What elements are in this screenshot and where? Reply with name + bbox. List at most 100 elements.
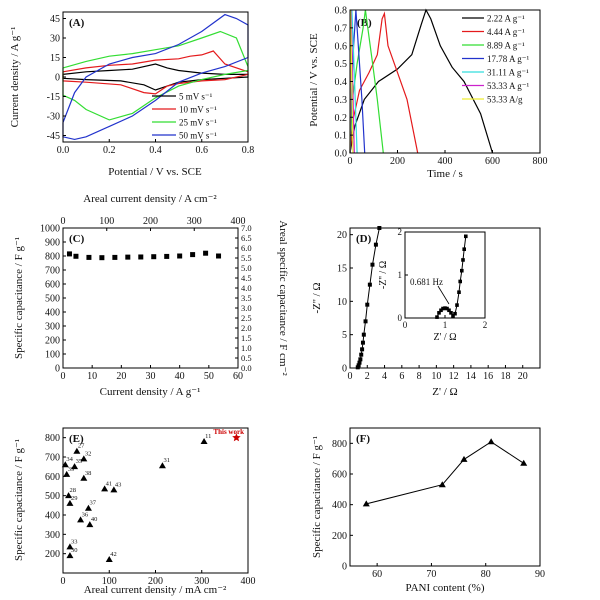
y-tick-label: 800: [45, 252, 60, 263]
y-tick-label: 1: [398, 270, 403, 280]
x-tick-label: 400: [241, 576, 256, 587]
y2-tick-label: 5.5: [241, 253, 252, 263]
x-tick-label: 60: [372, 569, 382, 580]
y2-tick-label: 3.5: [241, 293, 252, 303]
y-tick-label: 600: [332, 470, 347, 481]
panel-a-xlabel: Potential / V vs. SCE: [108, 166, 202, 178]
panel-f-frame: [349, 427, 541, 567]
y-tick-label: 0.7: [335, 23, 348, 34]
this-work-star: [232, 433, 241, 442]
y-tick-label: 20: [337, 230, 347, 241]
y-tick-label: 300: [45, 322, 60, 333]
x-tick-label: 70: [426, 569, 436, 580]
reference-point: [77, 516, 85, 523]
cv-curve: [62, 30, 249, 121]
reference-point: [101, 485, 109, 492]
nyquist-point: [361, 332, 366, 337]
y2-tick-label: 6.0: [241, 243, 252, 253]
x-tick-label: 2: [365, 371, 370, 382]
pani-point: [520, 459, 528, 466]
y2-tick-label: 0.5: [241, 353, 252, 363]
y-tick-label: 1000: [40, 224, 60, 235]
nyquist-point: [358, 357, 363, 362]
legend-label: 10 mV s⁻¹: [179, 105, 217, 115]
inset-point: [457, 290, 461, 294]
y-tick-label: 900: [45, 238, 60, 249]
x-tick-label: 20: [518, 371, 528, 382]
reference-point: [80, 455, 88, 462]
panel-c-frame: [62, 227, 239, 369]
panel-e-xlabel: Areal current density / mA cm⁻²: [84, 584, 227, 596]
reference-point: [80, 474, 88, 481]
inset-background: [405, 232, 485, 318]
y-tick-label: 45: [50, 14, 60, 25]
capacitance-point: [73, 253, 79, 259]
y2-tick-label: 5.0: [241, 263, 252, 273]
panel-c-tag: (C): [69, 233, 85, 245]
x-tick-label: 12: [449, 371, 459, 382]
legend-label: 8.89 A g⁻¹: [487, 41, 525, 51]
y2-tick-label: 4.0: [241, 283, 252, 293]
y-tick-label: 400: [332, 500, 347, 511]
y-tick-label: 0: [342, 562, 347, 573]
reference-label: 36: [82, 511, 89, 518]
reference-label: 35: [76, 458, 83, 465]
reference-point: [86, 521, 94, 528]
x-tick-label: 50: [204, 371, 214, 382]
nyquist-point: [373, 242, 378, 247]
nyquist-point: [363, 319, 368, 324]
panel-a-series-group: [62, 13, 249, 141]
pani-line: [366, 441, 524, 505]
x2-tick-label: 300: [187, 216, 202, 227]
capacitance-point: [151, 254, 157, 260]
x-tick-label: 8: [417, 371, 422, 382]
y-tick-label: -45: [47, 131, 60, 142]
reference-label: 11: [205, 433, 211, 440]
y-tick-label: 0.0: [335, 149, 348, 160]
y-tick-label: 0: [398, 313, 403, 323]
reference-label: 41: [106, 480, 113, 487]
panel-c-marks: [66, 250, 222, 261]
panel-a-axes: 0.0 0.2 0.4 0.6 0.8 -45 -30 -15 0 15 30 45: [47, 14, 255, 156]
x-tick-label: 0.4: [149, 145, 162, 156]
panel-b-xlabel: Time / s: [427, 168, 463, 180]
capacitance-point: [86, 254, 92, 260]
nyquist-point: [359, 352, 364, 357]
y-tick-label: 400: [45, 511, 60, 522]
x-tick-label: 100: [102, 576, 117, 587]
inset-point: [435, 315, 439, 319]
x-tick-label: 0: [348, 371, 353, 382]
y-tick-label: 10: [337, 297, 347, 308]
y-tick-label: 800: [45, 433, 60, 444]
reference-point: [158, 462, 166, 469]
reference-point: [65, 492, 73, 499]
legend-label: 25 mV s⁻¹: [179, 118, 217, 128]
legend-label: 4.44 A g⁻¹: [487, 27, 525, 37]
y-tick-label: 600: [45, 472, 60, 483]
reference-label: 38: [85, 470, 92, 477]
x-tick-label: 60: [233, 371, 243, 382]
x-tick-label: 0: [61, 371, 66, 382]
y-tick-label: 30: [50, 34, 60, 45]
x-tick-label: 14: [466, 371, 476, 382]
inset-annotation-arrow: [437, 285, 450, 305]
reference-label: 42: [110, 551, 117, 558]
reference-label: 34: [66, 456, 73, 463]
panel-e-frame: [62, 427, 249, 574]
x2-tick-label: 0: [61, 216, 66, 227]
y2-tick-label: 0.0: [241, 363, 252, 373]
reference-point: [200, 438, 208, 445]
x-tick-label: 0.0: [57, 145, 70, 156]
panel-a-tag: (A): [69, 17, 85, 29]
panel-c-xlabel: Current density / A g⁻¹: [100, 386, 201, 398]
panel-d-frame: [349, 227, 541, 369]
x-tick-label: 90: [535, 569, 545, 580]
y-tick-label: 0.1: [335, 131, 348, 142]
panel-e-tag: (E): [69, 433, 84, 445]
reference-label: 32: [85, 450, 92, 457]
legend-label: 17.78 A g⁻¹: [487, 54, 530, 64]
inset-point: [451, 314, 455, 318]
legend-label: 53.33 A/g: [487, 95, 523, 105]
reference-point: [61, 461, 69, 468]
